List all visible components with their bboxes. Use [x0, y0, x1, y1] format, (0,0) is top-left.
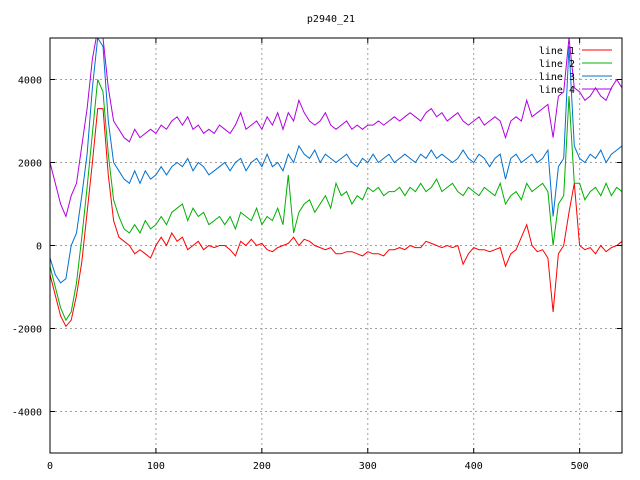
y-tick-label: 0: [36, 242, 42, 253]
series-line-1: [50, 108, 622, 328]
legend-label: line 1: [539, 46, 575, 57]
legend: line 1 line 2 line 3 line 4: [539, 46, 612, 96]
x-tick-label: 0: [47, 461, 53, 472]
legend-label: line 3: [539, 72, 575, 83]
chart-title: p2940_21: [307, 14, 355, 25]
x-tick-label: 200: [253, 461, 271, 472]
series-line-4: [50, 38, 622, 219]
x-tick-label: 300: [359, 461, 377, 472]
legend-label: line 4: [539, 85, 575, 96]
legend-label: line 2: [539, 59, 575, 70]
x-tick-label: 100: [147, 461, 165, 472]
y-tick-label: -4000: [12, 408, 42, 419]
series-lines: [50, 38, 622, 328]
grid-lines: [49, 38, 622, 453]
series-line-2: [50, 79, 622, 322]
y-tick-label: 2000: [18, 159, 42, 170]
y-tick-label: -2000: [12, 325, 42, 336]
x-tick-label: 500: [571, 461, 589, 472]
series-line-3: [50, 38, 622, 284]
x-tick-label: 400: [465, 461, 483, 472]
axis-ticks: 0 100 200 300 400 500 -4000 -2000 0 2000 4000: [12, 38, 622, 472]
y-tick-label: 4000: [18, 76, 42, 87]
